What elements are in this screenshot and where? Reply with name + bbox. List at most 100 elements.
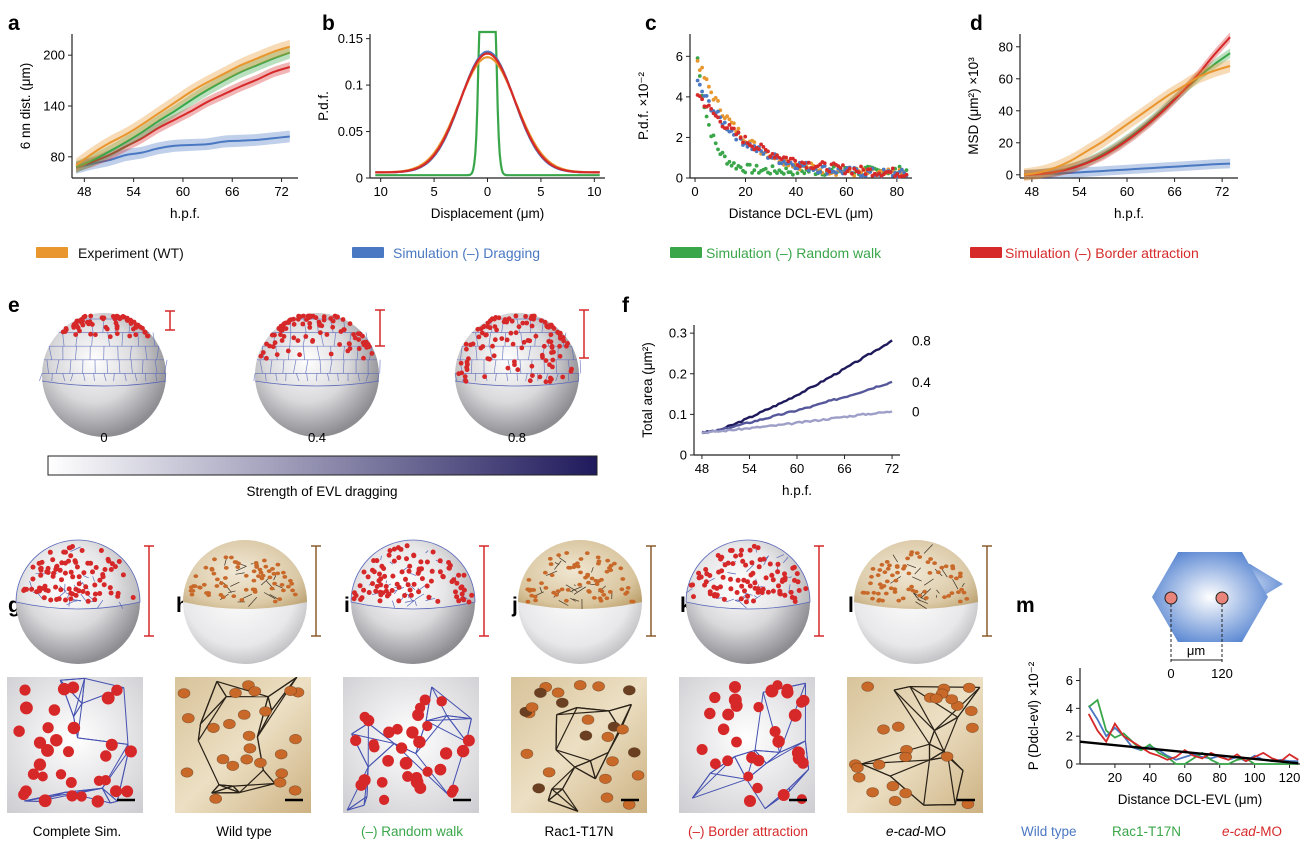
x-tick-label: 120: [1279, 770, 1301, 785]
cell-edge: [392, 600, 395, 608]
cell-dot: [281, 570, 286, 575]
cell-dot: [53, 584, 59, 590]
cell-dot: [85, 560, 91, 566]
panel-e-label-1: 0.4: [308, 430, 326, 445]
point-random_walk: [713, 141, 718, 146]
point-border_attraction: [850, 171, 854, 176]
cell-border: [267, 696, 273, 711]
nucleus: [273, 777, 287, 788]
point-dragging: [761, 152, 766, 156]
nucleus: [520, 748, 534, 759]
cell-dot: [86, 321, 92, 327]
panel-letter-e: e: [8, 294, 20, 317]
y-tick-label: 0: [1006, 167, 1013, 182]
point-border_attraction: [888, 170, 893, 175]
cell-dot: [914, 551, 920, 555]
cell-edge: [519, 359, 522, 374]
cell-edge: [725, 598, 734, 603]
cell-dot: [561, 338, 566, 344]
cell-dot: [365, 574, 371, 580]
nucleus: [434, 763, 447, 776]
nucleus: [606, 756, 619, 767]
nucleus: [379, 794, 390, 805]
cell-dot: [936, 570, 941, 575]
band-border_attraction: [1024, 32, 1231, 180]
nucleus: [359, 711, 371, 723]
cell-dot: [386, 552, 392, 558]
cell-dot: [890, 573, 895, 578]
cell-edge: [917, 599, 928, 604]
cell-edge: [117, 346, 119, 360]
cell-border: [754, 692, 764, 751]
nucleus: [872, 759, 886, 770]
cell-dot: [564, 551, 570, 555]
cell-dot: [36, 560, 42, 566]
inset-right-label: 120: [1211, 666, 1233, 681]
point-border_attraction: [852, 166, 857, 171]
point-border_attraction: [750, 144, 754, 149]
cell-dot: [446, 565, 452, 571]
cell-edge: [380, 555, 382, 561]
cell-dot: [303, 334, 309, 339]
cell-dot: [251, 569, 257, 574]
cell-dot: [272, 340, 278, 346]
cell-dot: [908, 552, 914, 557]
cell-edge: [404, 600, 415, 603]
cell-edge: [97, 599, 104, 609]
point-border_attraction: [895, 172, 900, 176]
legend-swatch-experiment: [36, 247, 68, 258]
nucleus: [525, 702, 539, 713]
cell-border: [425, 715, 447, 722]
nucleus: [65, 777, 77, 788]
x-tick-label: 10: [587, 184, 601, 199]
cell-dot: [337, 342, 342, 347]
cell-edge: [377, 373, 380, 382]
point-random_walk: [722, 154, 727, 159]
nucleus: [599, 773, 612, 784]
cell-dot: [905, 556, 910, 561]
cell-dot: [554, 593, 559, 597]
cell-dot: [752, 585, 758, 591]
panel-letter-c: c: [645, 12, 657, 35]
cell-dot: [788, 589, 794, 595]
panel-letter-i: i: [344, 594, 350, 617]
micrograph: [679, 677, 815, 813]
point-border_attraction: [700, 97, 704, 102]
micrograph-bg: [343, 677, 479, 813]
cell-edge: [329, 359, 333, 374]
cell-dot: [229, 555, 234, 560]
cell-dot: [860, 590, 866, 595]
cell-border: [589, 760, 596, 779]
cell-dot: [430, 549, 436, 555]
cell-dot: [601, 593, 607, 597]
nucleus: [886, 780, 900, 792]
cell-dot: [469, 592, 475, 598]
nucleus: [216, 754, 230, 765]
cell-dot: [391, 546, 397, 552]
legend: Experiment (WT) Simulation (–) Dragging …: [36, 245, 1199, 261]
point-border_attraction: [725, 126, 729, 130]
cell-dot: [529, 323, 535, 329]
cell-dot: [870, 596, 875, 601]
nucleus: [704, 707, 716, 720]
cell-dot: [114, 331, 120, 337]
nucleus: [180, 767, 194, 778]
cell-dot: [730, 561, 736, 567]
cell-edge: [936, 589, 940, 594]
cell-dot: [107, 585, 113, 591]
nucleus: [91, 795, 105, 808]
cell-dot: [387, 548, 393, 554]
cell-dot: [555, 329, 560, 335]
caption-g: Complete Sim.: [33, 824, 122, 839]
cell-edge: [82, 575, 89, 579]
nucleus: [350, 734, 362, 747]
cell-edge: [326, 373, 330, 382]
cell-dot: [50, 557, 56, 563]
x-tick-label: 48: [695, 461, 709, 476]
cell-dot: [559, 587, 565, 592]
cell-dot: [548, 339, 554, 345]
cell-dot: [307, 321, 313, 326]
cell-edge: [156, 346, 160, 360]
line-random_walk: [75, 51, 291, 168]
cell-dot: [80, 318, 85, 324]
